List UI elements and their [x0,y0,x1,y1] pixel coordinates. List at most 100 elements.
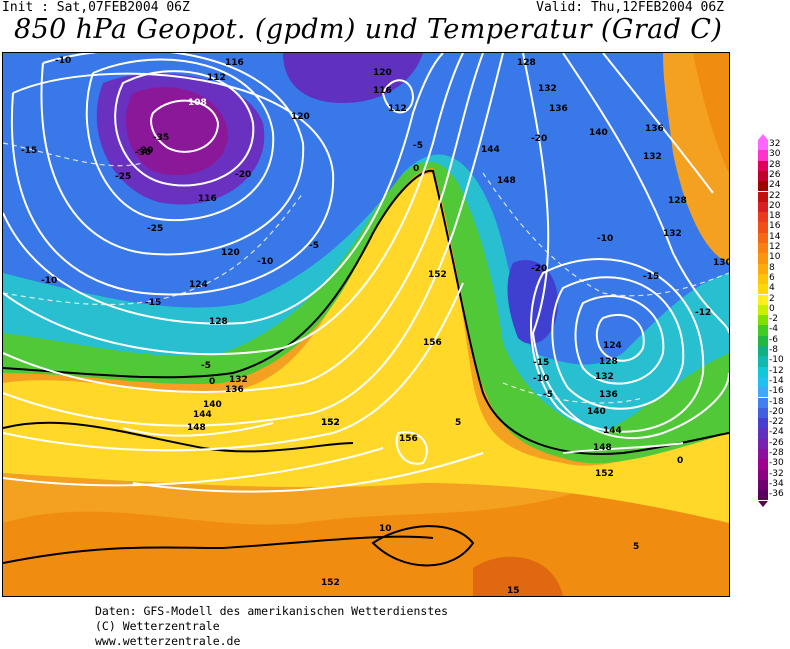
temp-label: 0 [209,377,215,387]
geopotential-isolines [3,53,729,493]
five-contour-west [3,421,354,453]
height-label: 144 [603,426,622,436]
footer-copyright: (C) Wetterzentrale [95,619,220,633]
legend-label: -12 [769,365,784,376]
height-label: 112 [388,104,407,114]
legend-label: -2 [769,314,778,325]
height-label: 116 [198,194,217,204]
height-label: 132 [229,375,248,385]
temp-label: -10 [257,257,273,267]
height-label: 136 [599,390,618,400]
temperature-labels: -10 -15 -20 -25 -30 -35 -20 -10 -5 0 5 1… [21,56,711,596]
legend-label: -6 [769,334,778,345]
isoline-156 [132,452,484,493]
isoline-128-ne [602,53,714,194]
legend-swatch [758,170,768,182]
height-label: 128 [599,357,618,367]
legend-label: 8 [769,262,775,273]
legend-swatch [758,315,768,326]
legend-swatch [758,191,768,202]
temp-label: 15 [507,586,520,596]
legend-label: -8 [769,345,778,355]
legend-label: 30 [769,149,781,160]
temp-label: -20 [137,146,153,156]
legend-label: 24 [769,180,781,191]
legend-swatch [758,253,768,264]
legend-swatch [758,273,768,285]
height-label: 140 [587,407,606,417]
deep-purple-low [125,87,228,176]
legend-label: -20 [769,406,784,417]
height-label: 140 [203,400,222,410]
map-svg: 116 112 108 120 116 112 128 132 136 140 … [3,53,729,596]
height-label: 152 [321,578,340,588]
isoline-132-ne [562,53,729,334]
height-label: 112 [207,73,226,83]
legend-arrow-down-icon [758,500,768,507]
temp-label: -10 [533,374,549,384]
legend-label: 16 [769,221,781,232]
legend-swatch [758,469,768,480]
isoline-112-north [381,79,415,114]
africa-warm-field [473,556,563,596]
legend-swatch [758,346,768,357]
isoline-120 [40,53,305,256]
legend-swatch [758,418,768,429]
height-label: 156 [399,434,418,444]
temp-label: -15 [533,358,549,368]
zero-contour [3,169,729,455]
height-label: 128 [668,196,687,206]
height-label: 120 [291,112,310,122]
height-label: 108 [188,98,207,108]
footer-url[interactable]: www.wetterzentrale.de [95,634,241,648]
purple-north-strip [283,53,423,103]
legend-swatch [758,335,768,346]
height-label: 136 [225,385,244,395]
height-label: 116 [373,86,392,96]
legend-label: -14 [769,375,784,386]
east-orange-field [693,53,729,173]
legend-swatch [758,356,768,367]
isoline-144 [3,282,464,452]
legend-swatch [758,263,768,274]
isoline-132-east [551,276,685,410]
legend-label: -26 [769,437,784,448]
temp-label: -15 [643,272,659,282]
temp-label: 10 [379,524,392,534]
temp-label: 0 [413,164,419,174]
legend-swatch [758,150,768,161]
legend-label: 22 [769,190,781,201]
isoline-132 [3,53,464,356]
isoline-128 [3,53,444,325]
height-label: 120 [373,68,392,78]
legend-swatch [758,449,768,460]
temp-label: -15 [21,146,37,156]
isoline-140-east [522,53,729,439]
legend-swatch [758,284,768,295]
legend-swatch [758,325,768,336]
isoline-136 [3,53,484,393]
legend-label: -34 [769,478,784,489]
isoline-128-east [574,295,665,385]
footer-data-source: Daten: GFS-Modell des amerikanischen Wet… [95,604,449,618]
legend-label: -36 [769,489,784,500]
height-label: 140 [589,128,608,138]
isoline-112 [114,70,255,187]
temp-label: -30 [135,148,151,158]
legend-swatch [758,397,768,408]
legend-swatch [758,490,768,501]
weather-map: 116 112 108 120 116 112 128 132 136 140 … [2,52,730,597]
height-label: 116 [225,58,244,68]
legend-label: 20 [769,200,781,211]
height-label: 144 [481,145,500,155]
south-orange-field [3,453,729,596]
legend-label: -10 [769,355,784,366]
legend-label: -4 [769,324,778,335]
legend-swatch [758,294,768,305]
temp-label: -5 [309,241,319,251]
legend-label: -22 [769,417,784,428]
five-contour-south [3,535,434,564]
legend-label: 12 [769,242,781,252]
height-label: 120 [221,248,240,258]
legend-label: 18 [769,211,781,222]
